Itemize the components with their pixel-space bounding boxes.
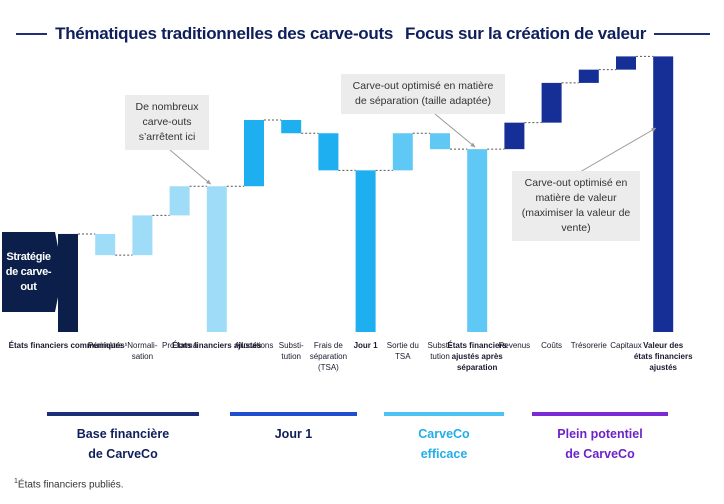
phase-efficace: CarveCo efficace [384, 412, 504, 464]
header-left: Thématiques traditionnelles des carve-ou… [16, 18, 401, 50]
bar-8 [355, 170, 376, 332]
header-right-title: Focus sur la création de valeur [405, 24, 647, 43]
category-label-13: Coûts [541, 341, 563, 350]
arrow-value-head [651, 128, 656, 133]
category-label-8: Jour 1 [353, 341, 378, 350]
arrow-many-stop [169, 149, 212, 185]
bar-1 [95, 233, 116, 256]
bar-2 [132, 215, 153, 256]
bar-9 [392, 133, 413, 171]
bar-12 [504, 122, 525, 150]
category-label-4: États financiers ajustés [172, 341, 262, 350]
phase-base: Base financière de CarveCo [47, 412, 199, 464]
footnote-text: États financiers publiés. [17, 479, 124, 491]
category-label-11: États financiers ajustés après séparatio… [447, 341, 507, 372]
bar-14 [578, 69, 599, 83]
category-label-16: Valeur des états financiers ajustés [633, 341, 693, 372]
callout-value: Carve-out optimisé en matière de valeur … [512, 171, 640, 241]
bar-6 [281, 120, 302, 134]
callout-many-stop: De nombreux carve-outs s’arrêtent ici [125, 95, 209, 150]
waterfall-chart [58, 55, 674, 333]
phase-plein-bar [532, 412, 668, 416]
header-right: Focus sur la création de valeur [405, 18, 710, 50]
header-right-line-end [654, 33, 710, 35]
phase-jour1: Jour 1 [230, 412, 357, 444]
phase-plein-label: Plein potentiel de CarveCo [557, 427, 643, 461]
arrow-value [579, 127, 657, 173]
header-left-title: Thématiques traditionnelles des carve-ou… [55, 24, 393, 43]
phase-jour1-bar [230, 412, 357, 416]
bar-15 [616, 56, 636, 70]
phase-plein-potentiel: Plein potentiel de CarveCo [532, 412, 668, 464]
category-label-7: Frais de séparation (TSA) [309, 341, 348, 372]
category-label-9: Sortie du TSA [386, 341, 419, 361]
arrow-many-stop-head [205, 179, 211, 185]
phase-base-label: Base financière de CarveCo [76, 427, 170, 461]
bar-7 [318, 133, 339, 171]
category-label-6: Substi- tution [278, 341, 304, 361]
strategy-box: Stratégie de carve-out [2, 232, 63, 312]
category-label-12: Revenus [498, 341, 531, 350]
bar-4 [206, 186, 227, 332]
bar-5 [244, 120, 264, 187]
category-label-14: Trésorerie [570, 341, 607, 350]
bar-3 [169, 186, 190, 216]
bar-13 [541, 82, 562, 123]
arrow-separation [434, 113, 476, 148]
category-label-2: Normali- sation [127, 341, 158, 361]
bar-16 [653, 56, 674, 333]
bar-11 [467, 149, 488, 332]
callout-separation: Carve-out optimisé en matière de séparat… [341, 74, 505, 114]
category-label-15: Capitaux [610, 341, 642, 350]
phase-efficace-label: CarveCo efficace [418, 427, 470, 461]
footnote: 1États financiers publiés. [14, 478, 124, 490]
category-label-0: États financiers communiqués¹ [8, 341, 128, 350]
phase-base-bar [47, 412, 199, 416]
category-label-10: Substi- tution [427, 341, 453, 361]
bar-0 [58, 233, 78, 332]
phase-jour1-label: Jour 1 [274, 427, 313, 441]
category-label-3: Pro forma [162, 341, 198, 350]
header-left-line-start [16, 33, 48, 35]
arrow-separation-head [470, 142, 476, 148]
footnote-marker: 1 [14, 478, 18, 485]
category-label-5: Allocations [234, 341, 274, 350]
category-label-1: Périmètre [87, 341, 123, 350]
phase-efficace-bar [384, 412, 504, 416]
bar-10 [430, 133, 450, 150]
